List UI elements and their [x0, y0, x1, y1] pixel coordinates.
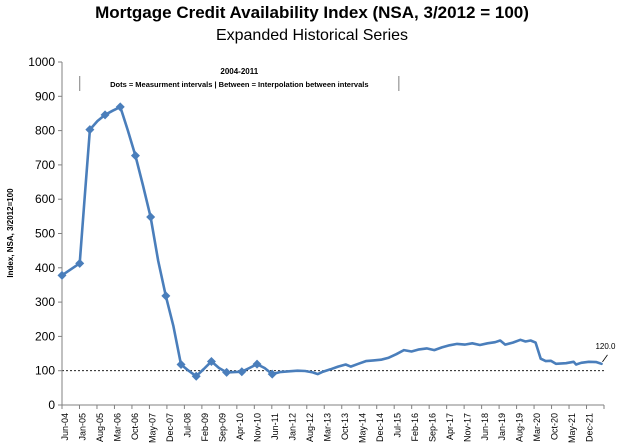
series-marker	[161, 291, 171, 301]
x-tick-label: Nov-10	[252, 413, 262, 442]
x-tick-label: Jun-18	[480, 413, 490, 441]
x-tick-label: Oct-13	[340, 413, 350, 440]
y-tick-label: 600	[35, 192, 55, 206]
y-tick-label: 800	[35, 124, 55, 138]
y-tick-label: 0	[48, 398, 55, 412]
series-marker	[115, 102, 125, 112]
y-tick-label: 900	[35, 89, 55, 103]
x-tick-label: Aug-19	[515, 413, 525, 442]
chart-subtitle: Expanded Historical Series	[216, 27, 408, 44]
annotation-title: 2004-2011	[220, 67, 258, 76]
x-tick-label: Mar-13	[322, 413, 332, 442]
x-tick-label: Oct-20	[550, 413, 560, 440]
y-tick-label: 200	[35, 329, 55, 343]
y-tick-label: 1000	[28, 55, 55, 69]
annotation-box: 2004-2011 Dots = Measurment intervals | …	[79, 67, 400, 91]
x-tick-label: Aug-12	[305, 413, 315, 442]
x-tick-label: May-14	[357, 413, 367, 443]
series-markers	[57, 102, 277, 381]
x-tick-label: Jan-19	[497, 413, 507, 441]
y-tick-label: 300	[35, 295, 55, 309]
x-tick-label: Sep-09	[218, 413, 228, 442]
x-tick-label: Dec-07	[165, 413, 175, 442]
x-tick-label: Jun-11	[270, 413, 280, 440]
x-tick-label: May-21	[567, 413, 577, 443]
annotation-text: Dots = Measurment intervals | Between = …	[110, 80, 368, 89]
series-marker	[75, 258, 85, 268]
x-tick-label: Feb-16	[410, 413, 420, 442]
series-marker	[130, 151, 140, 161]
x-tick-label: Apr-10	[235, 413, 245, 440]
series-marker	[206, 356, 216, 366]
y-tick-label: 500	[35, 227, 55, 241]
x-tick-label: Jun-04	[60, 413, 70, 441]
series-marker	[222, 367, 232, 377]
last-value-callout-line	[602, 354, 608, 363]
x-tick-label: Nov-17	[462, 413, 472, 442]
x-axis-ticks: Jun-04 Jan-05 Aug-05 Mar-06 Oct-06 May-07 Dec-…	[60, 405, 605, 443]
x-tick-label: Sep-16	[427, 413, 437, 442]
last-value-label: 120.0	[595, 342, 616, 351]
series-marker	[237, 367, 247, 377]
series-line	[60, 105, 603, 378]
series-marker	[176, 360, 186, 370]
series-marker	[146, 212, 156, 222]
series-marker	[100, 110, 110, 120]
x-tick-label: Oct-06	[130, 413, 140, 440]
x-tick-label: Jul-15	[392, 413, 402, 438]
x-tick-label: Jan-05	[78, 413, 88, 441]
y-tick-label: 700	[35, 158, 55, 172]
x-tick-label: Jul-08	[183, 413, 193, 438]
x-tick-label: Mar-06	[113, 413, 123, 442]
x-tick-label: May-07	[148, 413, 158, 443]
x-tick-label: Apr-17	[445, 413, 455, 440]
chart-title: Mortgage Credit Availability Index (NSA,…	[95, 3, 529, 22]
series-marker	[267, 369, 277, 379]
series-marker	[57, 270, 67, 280]
series-marker	[191, 371, 201, 381]
x-tick-label: Aug-05	[95, 413, 105, 442]
y-axis-ticks: 0 100 200 300 400 500 600 700 800 900 1000	[28, 55, 62, 412]
x-tick-label: Mar-20	[532, 413, 542, 442]
series-marker	[85, 125, 95, 135]
x-tick-label: Dec-21	[585, 413, 595, 442]
x-tick-label: Jan-12	[287, 413, 297, 441]
y-tick-label: 100	[35, 364, 55, 378]
x-tick-label: Dec-14	[375, 413, 385, 442]
series-marker	[252, 359, 262, 369]
y-tick-label: 400	[35, 261, 55, 275]
x-tick-label: Feb-09	[200, 413, 210, 442]
y-axis-label: Index, NSA, 3/2012=100	[6, 188, 15, 278]
